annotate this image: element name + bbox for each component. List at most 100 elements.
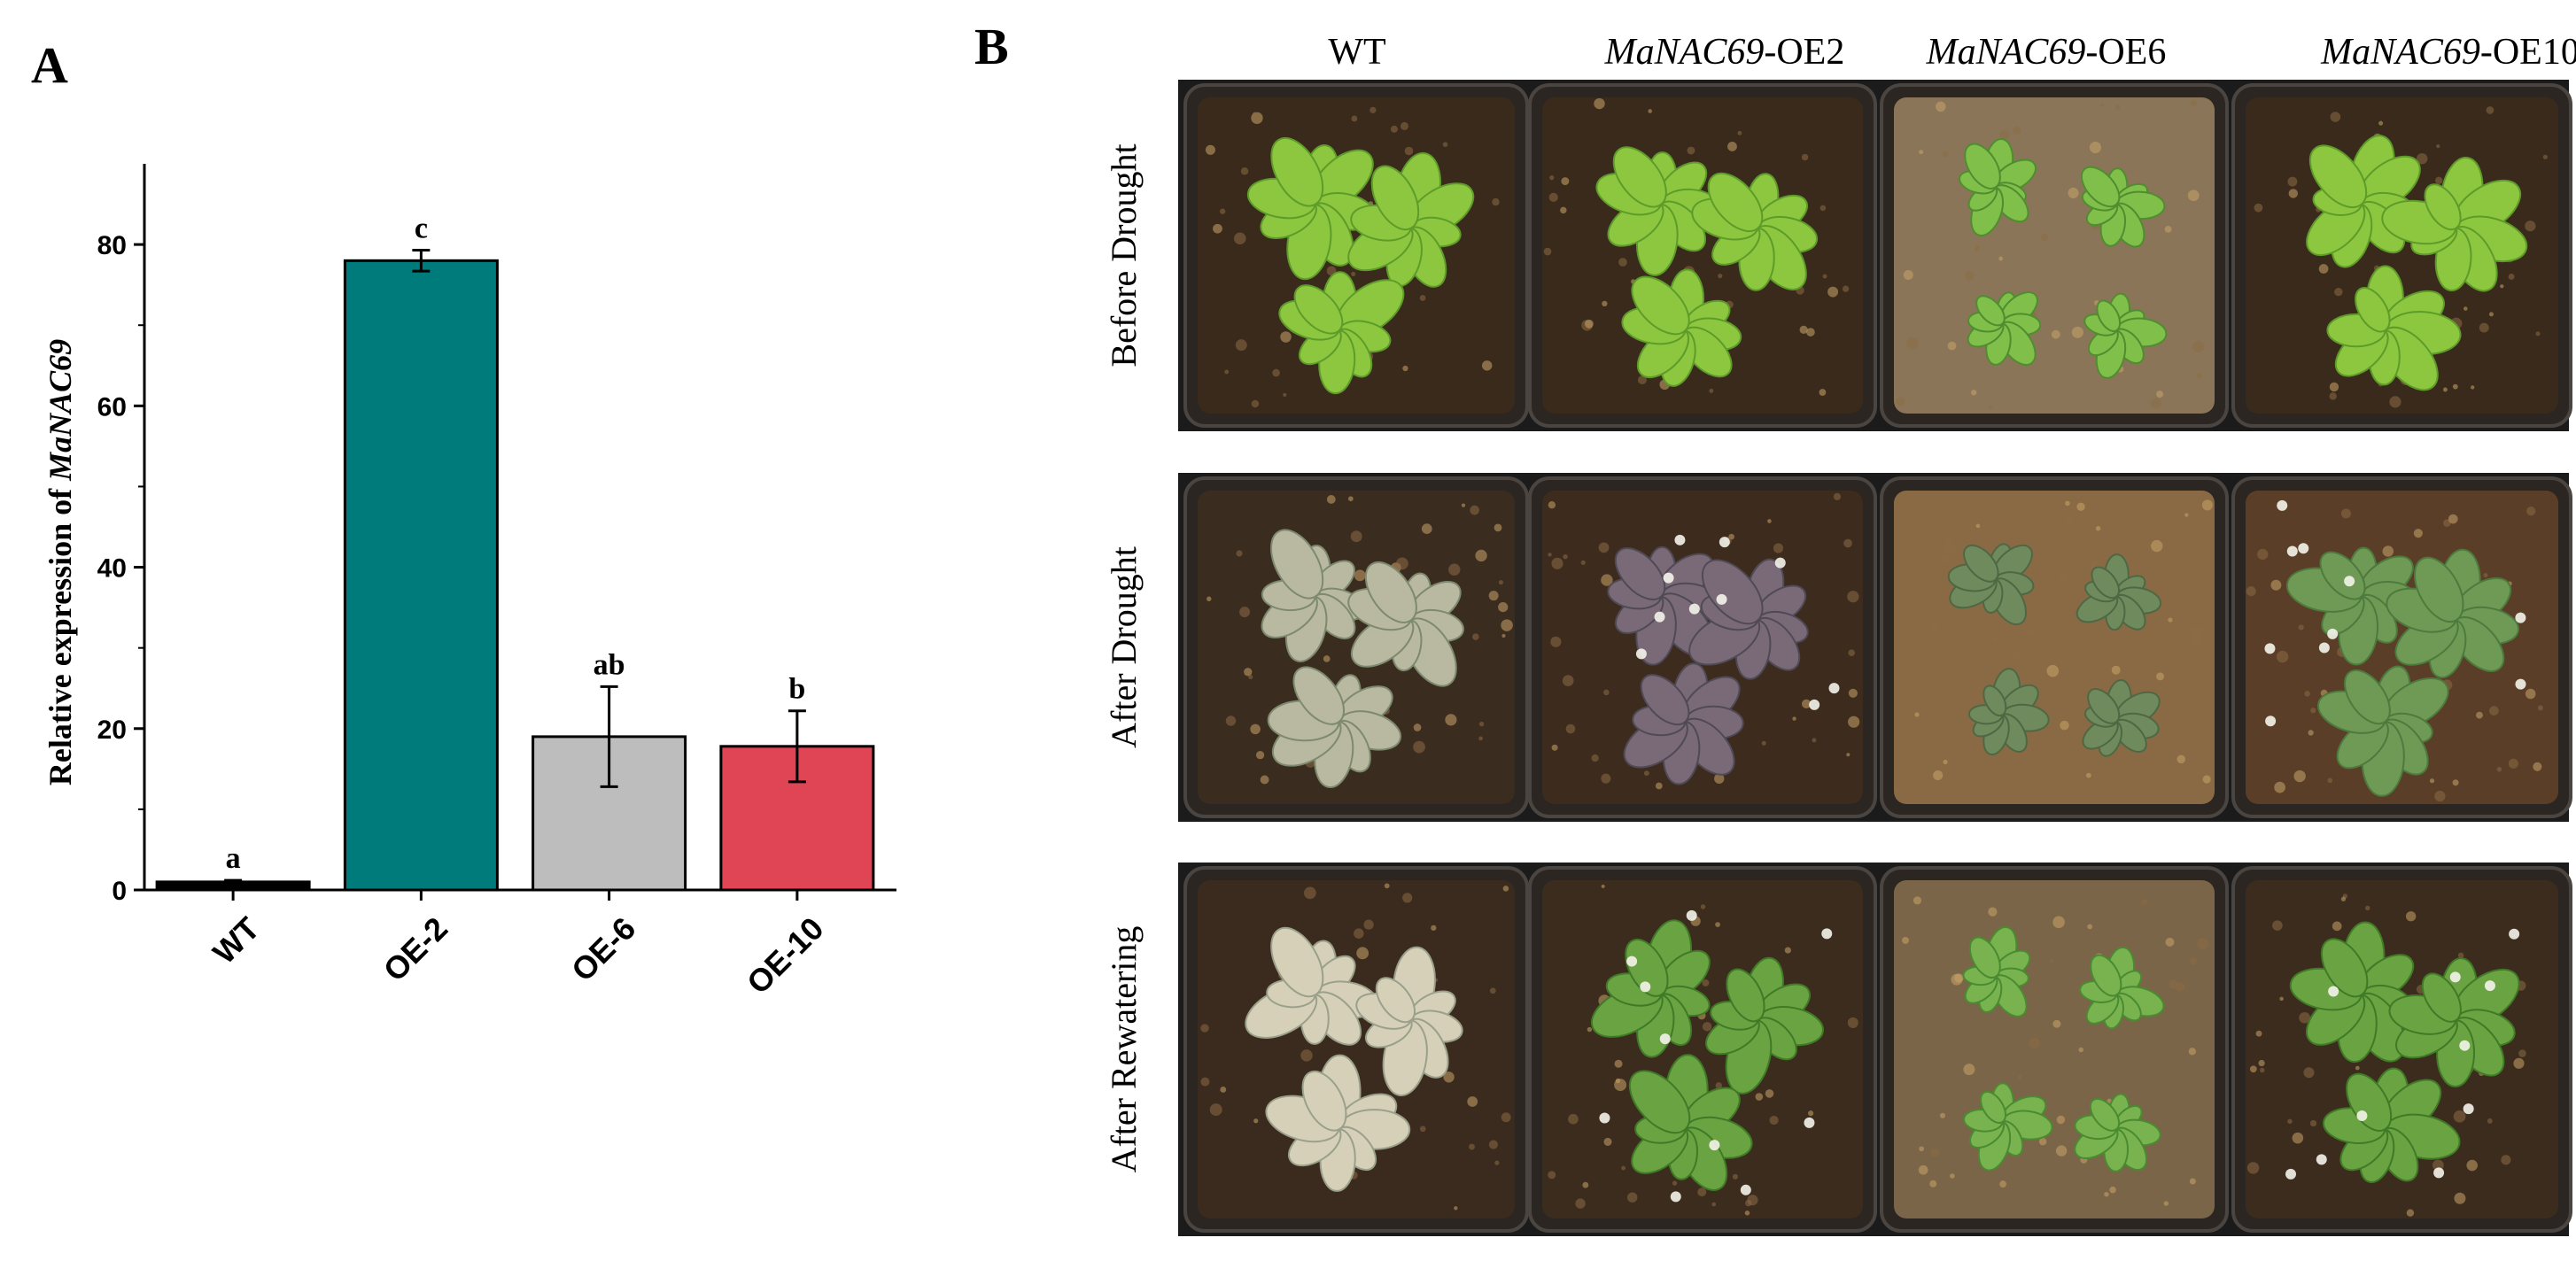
column-header-3: MaNAC69-OE10 — [2320, 32, 2576, 73]
leaf — [1628, 1070, 1691, 1134]
soil-pebble — [1562, 675, 1574, 686]
flower — [1740, 1184, 1751, 1195]
soil-pebble — [2191, 625, 2204, 638]
soil-pebble — [1697, 1188, 1707, 1197]
soil-pebble — [1351, 271, 1356, 277]
soil-pebble — [1587, 1026, 1593, 1033]
soil-pebble — [1767, 519, 1772, 523]
soil-pebble — [2435, 176, 2443, 185]
soil-pebble — [2382, 545, 2394, 557]
flower — [2277, 499, 2288, 511]
soil — [1542, 880, 1863, 1218]
leaf — [1982, 685, 2007, 717]
soil-pebble — [1304, 886, 1316, 900]
soil-pebble — [1718, 274, 1723, 279]
soil-pebble — [1806, 328, 1815, 337]
soil-pebble — [2292, 1132, 2304, 1144]
plant-pot-photo — [1183, 866, 1529, 1233]
soil-pebble — [1234, 232, 1246, 245]
row-label-2: After Rewatering — [1104, 926, 1144, 1173]
soil-pebble — [2071, 326, 2083, 338]
soil-pebble — [1582, 1181, 1589, 1188]
soil-pebble — [1761, 740, 1766, 746]
soil-pebble — [1621, 1165, 1626, 1171]
soil-pebble — [2310, 708, 2316, 714]
soil-pebble — [2190, 957, 2198, 965]
soil-pebble — [2483, 573, 2488, 578]
flower — [1774, 557, 1786, 569]
leaf — [1701, 559, 1764, 625]
soil-pebble — [2513, 1057, 2525, 1069]
leaf — [2080, 166, 2121, 208]
soil-pebble — [2413, 529, 2423, 538]
soil-pebble — [2202, 775, 2211, 784]
soil-pebble — [1413, 740, 1425, 754]
leaf — [2090, 954, 2122, 997]
soil-pebble — [1580, 560, 1586, 565]
x-tick-label: WT — [206, 910, 267, 971]
soil-pebble — [2085, 772, 2091, 778]
flower — [1804, 1117, 1815, 1128]
leaf — [2414, 556, 2464, 623]
soil-pebble — [1549, 175, 1555, 181]
soil-pebble — [1843, 538, 1852, 548]
soil-pebble — [2192, 340, 2205, 353]
plant-pot-photo — [2231, 476, 2572, 818]
soil-pebble — [2287, 176, 2298, 187]
soil-pebble — [1419, 295, 1426, 301]
soil-pebble — [2191, 636, 2202, 647]
soil-pebble — [1784, 947, 1791, 954]
soil-pebble — [1252, 112, 1257, 117]
soil-pebble — [1847, 591, 1859, 603]
soil-pebble — [2525, 220, 2536, 232]
soil-pebble — [1944, 543, 1956, 555]
soil-pebble — [1947, 341, 1957, 351]
soil-pebble — [1494, 523, 1502, 532]
soil-pebble — [2479, 322, 2489, 333]
flower — [1663, 572, 1674, 584]
soil-pebble — [2184, 513, 2189, 517]
soil-pebble — [2287, 1118, 2293, 1125]
leaf — [2319, 551, 2366, 600]
soil-pebble — [1551, 744, 1558, 751]
soil-pebble — [2065, 500, 2070, 507]
leaf — [2308, 144, 2368, 209]
soil-pebble — [1548, 1171, 1556, 1180]
flower — [2433, 1167, 2445, 1179]
soil-pebble — [2416, 152, 2428, 165]
soil-pebble — [2259, 1067, 2265, 1073]
soil-pebble — [1744, 1211, 1750, 1216]
soil-pebble — [2246, 1162, 2260, 1174]
soil-pebble — [1988, 406, 1993, 410]
soil-pebble — [1489, 987, 1496, 994]
soil-pebble — [1384, 883, 1390, 889]
soil-pebble — [1402, 365, 1408, 372]
soil-pebble — [2466, 1159, 2479, 1172]
soil-pebble — [2518, 1049, 2526, 1057]
soil-pebble — [2304, 691, 2310, 697]
y-tick-label: 80 — [97, 231, 127, 260]
soil-pebble — [1992, 636, 1998, 642]
leaf — [2087, 688, 2121, 724]
soil-pebble — [2255, 1030, 2262, 1037]
soil-pebble — [2429, 778, 2435, 784]
soil-pebble — [2318, 264, 2329, 274]
soil-pebble — [1419, 1126, 1426, 1133]
soil-pebble — [1970, 390, 1977, 396]
flower — [2509, 928, 2520, 940]
soil-pebble — [1906, 337, 1920, 350]
soil-pebble — [2434, 790, 2446, 802]
soil-pebble — [1494, 1160, 1500, 1165]
significance-label: a — [226, 842, 241, 875]
soil-pebble — [1603, 689, 1610, 696]
soil-pebble — [2012, 652, 2021, 661]
soil-pebble — [1354, 569, 1366, 582]
soil-pebble — [1700, 904, 1706, 909]
soil-pebble — [1548, 501, 1556, 509]
soil-pebble — [2013, 126, 2021, 135]
soil-pebble — [1413, 723, 1422, 731]
soil-pebble — [1999, 1180, 2006, 1188]
soil-pebble — [1492, 197, 1500, 206]
flower — [1709, 1140, 1720, 1151]
soil-pebble — [1363, 919, 1374, 930]
